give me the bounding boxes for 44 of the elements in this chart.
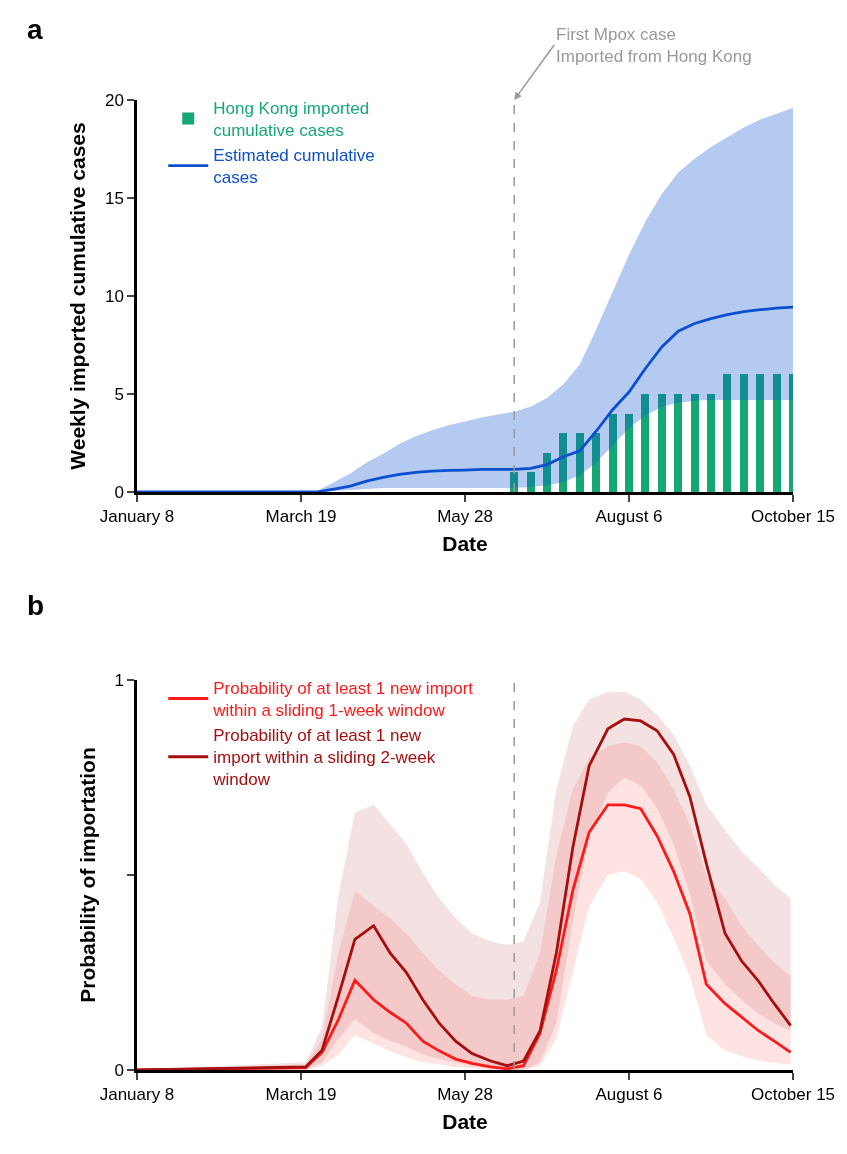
y-tick-label: 10	[104, 286, 124, 306]
x-tick-label: October 15	[750, 1085, 836, 1105]
legend-label: Hong Kong imported cumulative cases	[213, 99, 370, 141]
x-axis-title: Date	[442, 532, 488, 556]
x-tick-label: January 8	[99, 1085, 175, 1105]
x-axis-title: Date	[442, 1110, 488, 1134]
text: a	[27, 14, 43, 45]
bar	[658, 394, 666, 492]
y-tick-label: 5	[114, 384, 124, 404]
bar	[527, 472, 535, 492]
legend-label: Probability of at least 1 new import within a sliding 2-week window	[212, 726, 436, 790]
bar	[543, 453, 551, 492]
y-tick-label: 1	[114, 670, 124, 690]
x-tick-label: January 8	[99, 507, 175, 527]
x-tick-label: August 6	[595, 507, 663, 527]
legend-label: Estimated cumulative cases	[213, 146, 375, 188]
text: b	[27, 590, 45, 621]
bar	[641, 394, 649, 492]
bar	[773, 374, 781, 492]
bar	[625, 414, 633, 492]
bar	[674, 394, 682, 492]
x-tick-label: March 19	[265, 507, 337, 527]
y-tick-label: 20	[104, 90, 124, 110]
x-tick-label: August 6	[595, 1085, 663, 1105]
y-axis-title: Weekly imported cumulative cases	[66, 122, 90, 470]
y-tick-label: 0	[114, 482, 124, 502]
bar	[691, 394, 699, 492]
bar	[723, 374, 731, 492]
x-tick-label: May 28	[437, 1085, 493, 1105]
bar	[576, 433, 584, 492]
y-axis-title: Probability of importation	[75, 747, 99, 1003]
x-tick-label: March 19	[265, 1085, 337, 1105]
ref-line-label: First Mpox case Imported from Hong Kong	[556, 25, 752, 67]
legend-label: Probability of at least 1 new import within a sliding 1-week window	[212, 679, 474, 721]
bar	[592, 433, 600, 492]
bar	[559, 433, 567, 492]
bar	[756, 374, 764, 492]
bar	[707, 394, 715, 492]
bar	[609, 414, 617, 492]
y-tick-label: 0	[114, 1060, 124, 1080]
x-tick-label: May 28	[437, 507, 493, 527]
x-tick-label: October 15	[750, 507, 836, 527]
y-tick-label: 15	[104, 188, 124, 208]
bar	[740, 374, 748, 492]
